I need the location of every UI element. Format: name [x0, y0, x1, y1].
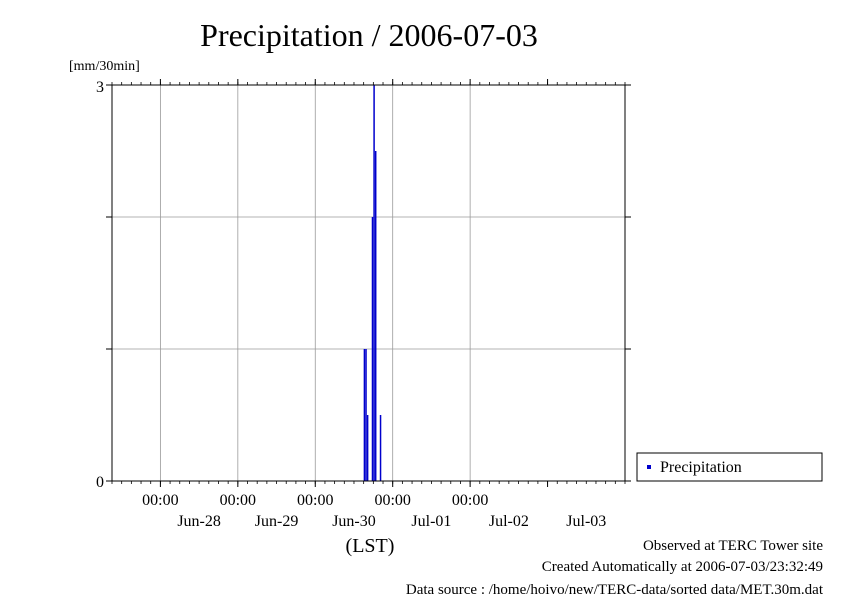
y-tick-label-max: 3 — [96, 79, 104, 96]
grid-lines — [112, 85, 625, 481]
plot-frame — [111, 84, 626, 482]
precipitation-bar — [363, 349, 366, 481]
x-tick-labels: 00:00Jun-2800:00Jun-2900:00Jun-3000:00Ju… — [142, 492, 606, 530]
legend-box — [636, 452, 823, 482]
precipitation-bar — [379, 415, 382, 481]
precipitation-bar — [374, 151, 377, 481]
precipitation-bar — [366, 415, 369, 481]
x-axis-label: (LST) — [346, 535, 395, 557]
precipitation-bar — [371, 217, 374, 481]
x-date-label: Jun-29 — [255, 513, 299, 530]
footer-data-source: Data source : /home/hoivo/new/TERC-data/… — [406, 582, 824, 595]
x-time-label: 00:00 — [452, 492, 488, 509]
footer-observed-note: Observed at TERC Tower site — [643, 538, 823, 554]
y-axis-unit: [mm/30min] — [69, 59, 140, 74]
x-time-label: 00:00 — [297, 492, 333, 509]
precipitation-bar — [365, 349, 367, 481]
precipitation-bar — [373, 85, 375, 481]
x-date-label: Jul-02 — [489, 513, 529, 530]
bar-series — [363, 85, 382, 481]
chart-title: Precipitation / 2006-07-03 — [200, 17, 538, 53]
legend-label: Precipitation — [660, 459, 742, 476]
axis-ticks — [106, 79, 631, 487]
legend: Precipitation — [636, 452, 823, 482]
x-date-label: Jun-28 — [177, 513, 221, 530]
footer-created-note: Created Automatically at 2006-07-03/23:3… — [542, 559, 823, 575]
x-time-label: 00:00 — [142, 492, 178, 509]
y-tick-label-min: 0 — [96, 474, 104, 491]
x-date-label: Jul-01 — [411, 513, 451, 530]
x-date-label: Jul-03 — [566, 513, 606, 530]
legend-swatch — [647, 465, 651, 469]
x-time-label: 00:00 — [374, 492, 410, 509]
x-date-label: Jun-30 — [332, 513, 376, 530]
x-time-label: 00:00 — [220, 492, 256, 509]
